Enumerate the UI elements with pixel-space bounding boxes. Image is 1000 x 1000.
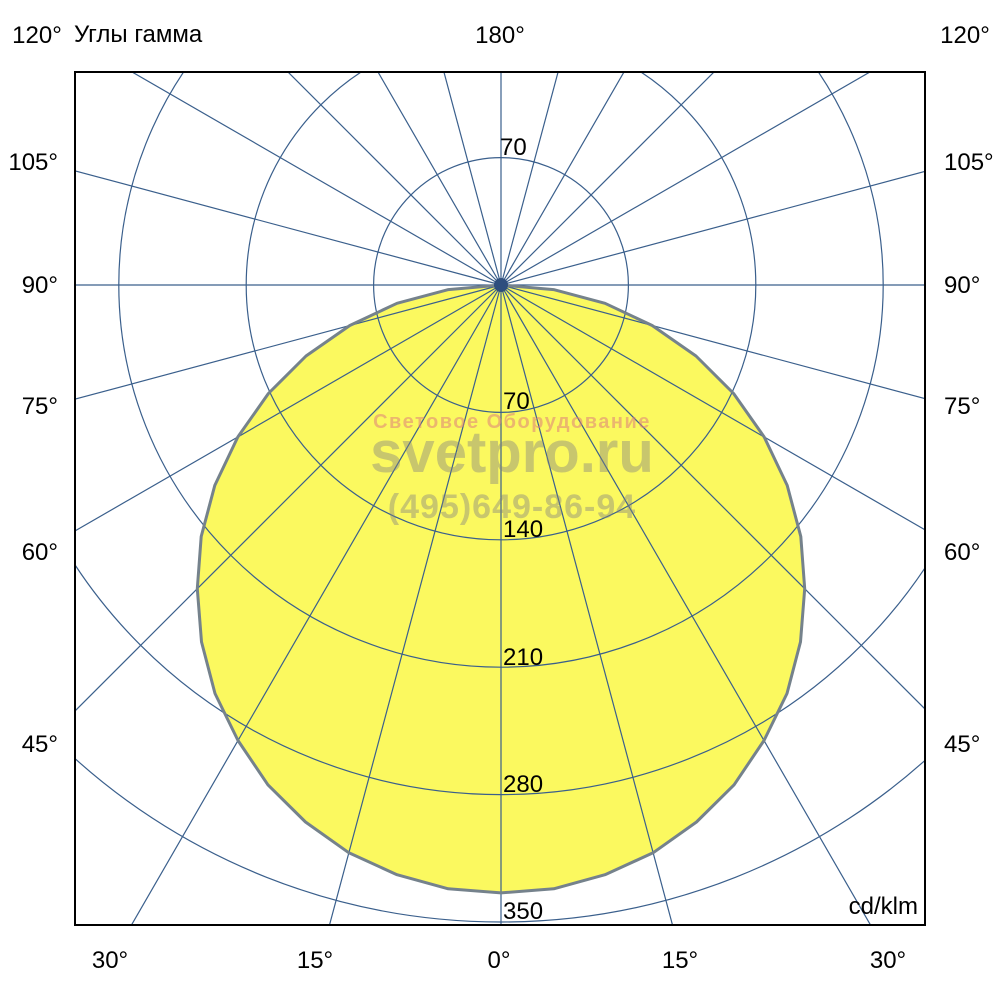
angle-label-top-0: 120° bbox=[12, 22, 62, 49]
angle-label-right-0: 105° bbox=[944, 149, 994, 176]
plot-border bbox=[74, 71, 926, 926]
ring-label-350: 350 bbox=[503, 898, 543, 925]
angle-label-top-2: 120° bbox=[940, 22, 990, 49]
grid-ray--75 bbox=[75, 284, 502, 400]
angle-label-left-4: 45° bbox=[22, 731, 58, 758]
ring-label-140: 140 bbox=[503, 516, 543, 543]
chart-title: Углы гамма bbox=[74, 21, 203, 48]
grid-ray--15 bbox=[328, 284, 502, 925]
grid-ray--135 bbox=[287, 72, 502, 286]
grid-ray--105 bbox=[75, 170, 502, 286]
grid-ray--45 bbox=[75, 284, 502, 712]
grid-ray-150 bbox=[500, 72, 625, 286]
grid-ray-120 bbox=[500, 72, 872, 286]
ring-label-upper-70: 70 bbox=[500, 134, 527, 161]
angle-label-right-4: 45° bbox=[944, 731, 980, 758]
grid-ray-135 bbox=[500, 72, 715, 286]
polar-origin-dot bbox=[494, 278, 508, 292]
grid-ray-105 bbox=[500, 170, 925, 286]
angle-label-bottom-3: 15° bbox=[662, 947, 698, 974]
grid-ray--30 bbox=[130, 284, 502, 925]
grid-ray-15 bbox=[500, 284, 674, 925]
grid-ray-75 bbox=[500, 284, 925, 400]
angle-label-right-1: 90° bbox=[944, 272, 980, 299]
angle-label-left-1: 90° bbox=[22, 272, 58, 299]
angle-label-bottom-1: 15° bbox=[297, 947, 333, 974]
angle-label-left-2: 75° bbox=[22, 393, 58, 420]
unit-label: cd/klm bbox=[849, 893, 918, 920]
ring-label-70: 70 bbox=[503, 388, 530, 415]
intensity-curve-outline bbox=[195, 283, 807, 895]
angle-label-right-2: 75° bbox=[944, 393, 980, 420]
grid-ray--60 bbox=[75, 284, 502, 532]
ring-label-280: 280 bbox=[503, 771, 543, 798]
grid-ray-45 bbox=[500, 284, 925, 710]
angle-label-bottom-0: 30° bbox=[92, 947, 128, 974]
grid-ray--150 bbox=[377, 72, 502, 286]
grid-ray-165 bbox=[500, 72, 559, 286]
ring-label-210: 210 bbox=[503, 644, 543, 671]
grid-ray--165 bbox=[443, 72, 502, 286]
angle-label-left-3: 60° bbox=[22, 539, 58, 566]
grid-ray--120 bbox=[130, 72, 502, 286]
angle-label-bottom-4: 30° bbox=[870, 947, 906, 974]
angle-label-bottom-2: 0° bbox=[488, 947, 511, 974]
angle-label-left-0: 105° bbox=[8, 149, 58, 176]
angle-label-top-1: 180° bbox=[475, 22, 525, 49]
grid-ray-30 bbox=[500, 284, 872, 925]
grid-ray-60 bbox=[500, 284, 925, 531]
angle-label-right-3: 60° bbox=[944, 539, 980, 566]
